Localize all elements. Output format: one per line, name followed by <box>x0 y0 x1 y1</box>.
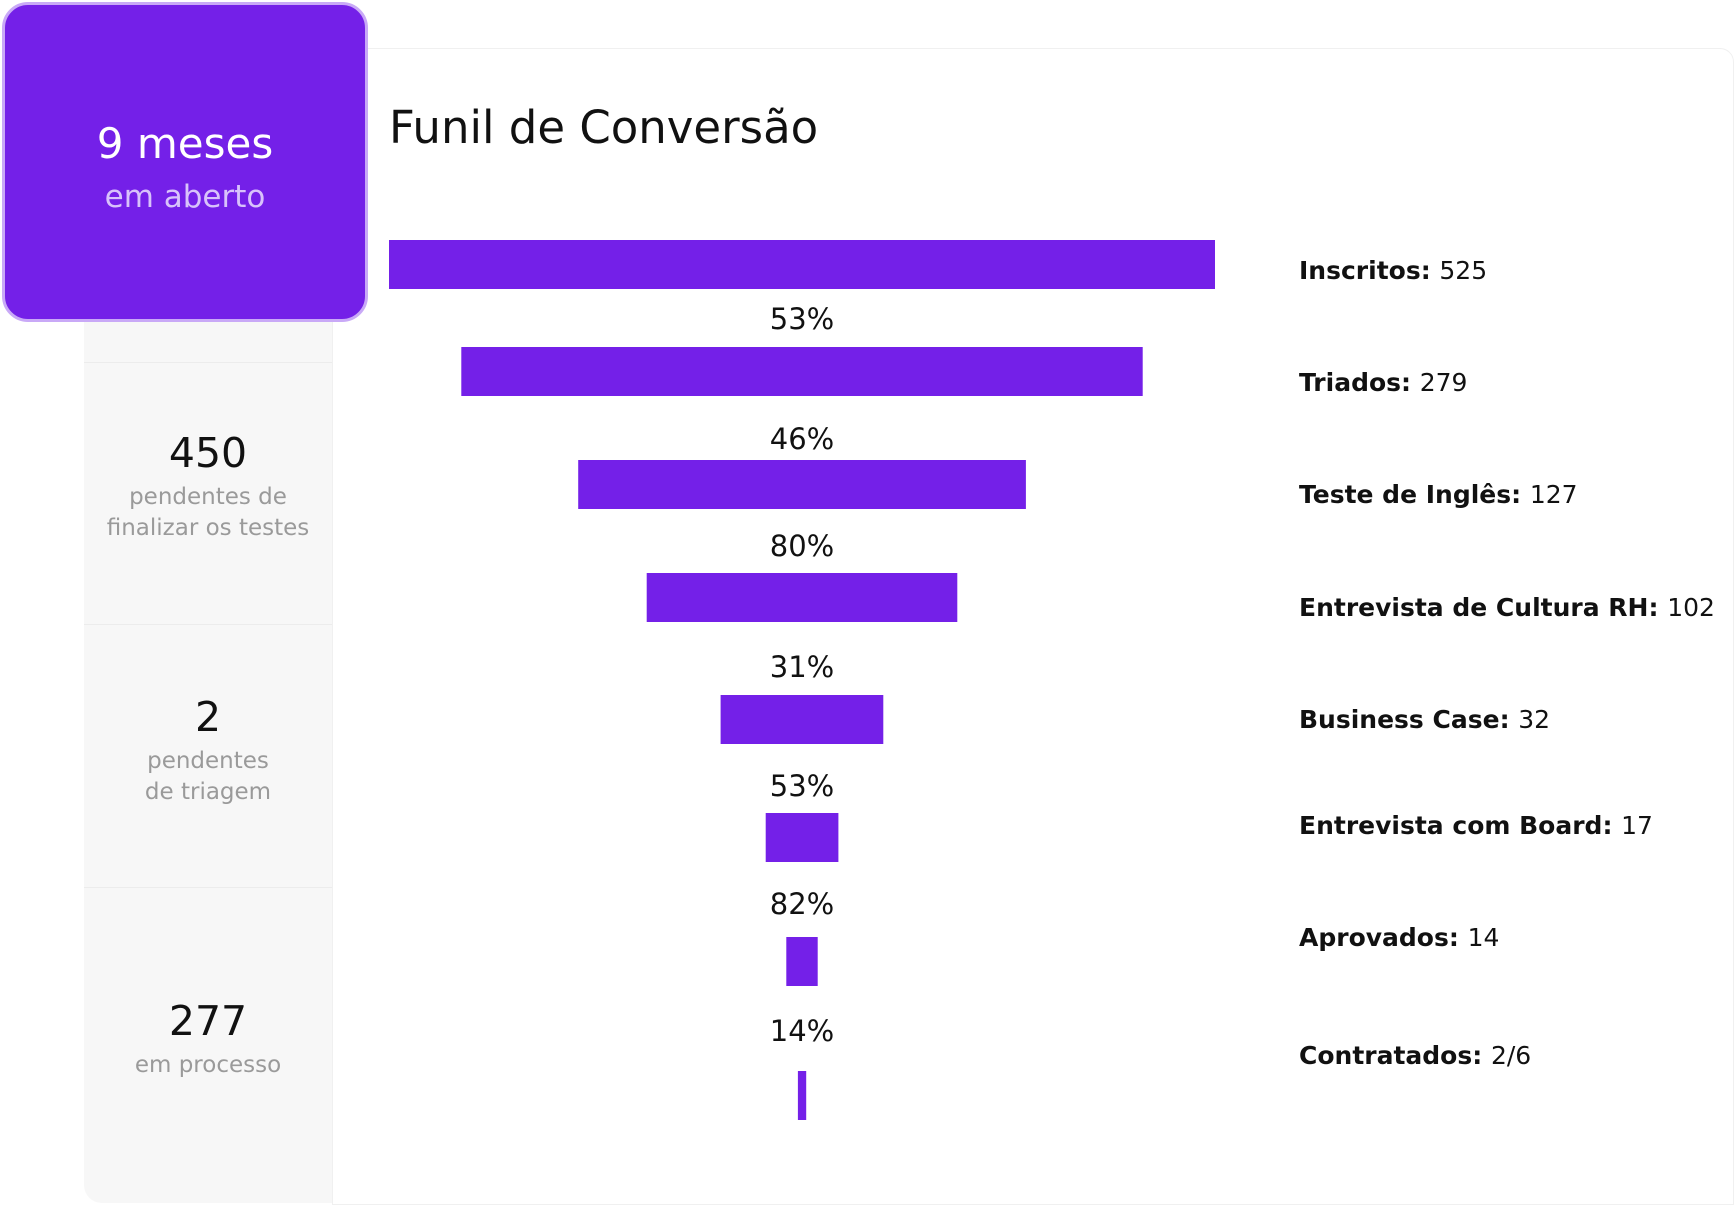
conversion-rate-label: 80% <box>770 529 834 563</box>
stats-divider <box>84 887 332 888</box>
conversion-rate-label: 14% <box>770 1014 834 1048</box>
stat-in-process-label-line: em processo <box>134 1052 282 1078</box>
stat-pending-tests-label-line: pendentes de <box>129 484 287 510</box>
stats-divider <box>84 362 332 363</box>
stage-value: 127 <box>1530 480 1578 509</box>
stage-label: Inscritos: 525 <box>1299 256 1487 285</box>
conversion-rate-label: 31% <box>770 650 834 684</box>
conversion-rate-label: 53% <box>770 302 834 336</box>
time-open-label: em aberto <box>104 179 266 215</box>
conversion-rate-label: 46% <box>770 422 834 456</box>
time-open-value: 9 meses <box>96 119 274 168</box>
stage-value: 525 <box>1439 256 1487 285</box>
stat-pending-tests-label-line: finalizar os testes <box>106 515 310 541</box>
stat-pending-tests: 450 pendentes de finalizar os testes <box>84 428 332 544</box>
funnel-bar <box>765 813 839 862</box>
stage-name: Triados: <box>1299 368 1420 397</box>
funnel-bar <box>389 240 1215 289</box>
stage-value: 2/6 <box>1491 1041 1531 1070</box>
stage-name: Aprovados: <box>1299 923 1468 952</box>
stage-name: Contratados: <box>1299 1041 1491 1070</box>
stat-pending-tests-value: 450 <box>168 429 248 477</box>
stats-divider <box>84 624 332 625</box>
stage-value: 102 <box>1667 593 1715 622</box>
stat-in-process-value: 277 <box>168 997 248 1045</box>
stats-panel: 450 pendentes de finalizar os testes 2 p… <box>84 300 332 1203</box>
stat-pending-triage-value: 2 <box>194 693 222 741</box>
stage-value: 14 <box>1468 923 1500 952</box>
stat-pending-triage-label-line: pendentes <box>147 748 269 774</box>
stage-value: 279 <box>1420 368 1468 397</box>
stage-label: Teste de Inglês: 127 <box>1299 480 1578 509</box>
funnel-bar <box>720 695 884 744</box>
stage-name: Teste de Inglês: <box>1299 480 1530 509</box>
stage-label: Triados: 279 <box>1299 368 1467 397</box>
stage-value: 17 <box>1621 811 1653 840</box>
stat-pending-tests-label: pendentes de finalizar os testes <box>84 482 332 544</box>
stat-pending-triage-label: pendentes de triagem <box>84 746 332 808</box>
stage-name: Entrevista de Cultura RH: <box>1299 593 1667 622</box>
stage-label: Aprovados: 14 <box>1299 923 1499 952</box>
stage-label: Entrevista com Board: 17 <box>1299 811 1653 840</box>
stage-name: Entrevista com Board: <box>1299 811 1621 840</box>
stage-name: Business Case: <box>1299 705 1518 734</box>
stage-label: Entrevista de Cultura RH: 102 <box>1299 593 1715 622</box>
conversion-rate-label: 53% <box>770 769 834 803</box>
stat-pending-triage-label-line: de triagem <box>144 779 272 805</box>
funnel-bar <box>786 937 818 986</box>
time-open-card: 9 meses em aberto <box>2 2 368 322</box>
stat-in-process-label: em processo <box>84 1050 332 1081</box>
stage-label: Contratados: 2/6 <box>1299 1041 1531 1070</box>
funnel-bar <box>646 573 958 622</box>
stage-label: Business Case: 32 <box>1299 705 1550 734</box>
stat-pending-triage: 2 pendentes de triagem <box>84 692 332 808</box>
stage-value: 32 <box>1518 705 1550 734</box>
stat-in-process: 277 em processo <box>84 996 332 1081</box>
funnel-bar <box>797 1071 807 1120</box>
conversion-rate-label: 82% <box>770 887 834 921</box>
chart-title: Funil de Conversão <box>389 101 819 154</box>
funnel-bar <box>461 347 1143 396</box>
funnel-bar <box>578 460 1026 509</box>
stage-name: Inscritos: <box>1299 256 1439 285</box>
